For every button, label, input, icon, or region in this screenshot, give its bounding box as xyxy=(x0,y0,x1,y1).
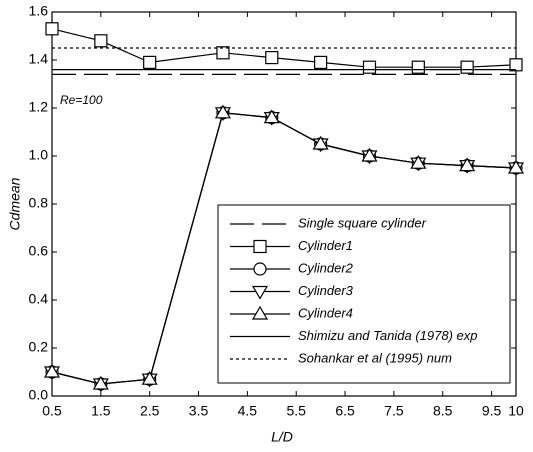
legend-label: Cylinder3 xyxy=(298,283,354,298)
marker xyxy=(509,58,523,72)
marker xyxy=(253,262,267,276)
x-axis-label: L/D xyxy=(271,429,293,445)
legend-label: Sohankar et al (1995) num xyxy=(298,350,452,365)
marker xyxy=(263,109,280,124)
marker xyxy=(251,305,269,320)
marker xyxy=(43,363,61,378)
x-tick-label: 3.5 xyxy=(189,403,209,419)
x-tick-label: 10 xyxy=(508,403,524,419)
marker xyxy=(94,34,108,48)
x-tick-label: 5.5 xyxy=(286,403,306,419)
marker xyxy=(143,55,157,70)
legend-label: Shimizu and Tanida (1978) exp xyxy=(298,328,477,343)
marker xyxy=(141,371,158,385)
y-tick-label: 1.4 xyxy=(29,51,49,67)
marker xyxy=(314,55,328,70)
series-line xyxy=(51,28,517,68)
marker xyxy=(312,135,329,150)
legend-label: Single square cylinder xyxy=(298,215,427,230)
legend-box xyxy=(217,204,511,384)
marker xyxy=(214,104,231,119)
annotation: Re=100 xyxy=(60,93,103,107)
marker xyxy=(362,60,377,74)
y-tick-label: 0.8 xyxy=(29,195,49,211)
marker xyxy=(45,22,59,36)
legend-label: Cylinder2 xyxy=(298,260,354,275)
y-tick-label: 1.0 xyxy=(29,147,49,163)
marker xyxy=(92,375,109,390)
legend-label: Cylinder1 xyxy=(298,238,353,253)
y-tick-label: 0.2 xyxy=(29,339,49,355)
x-tick-label: 2.5 xyxy=(140,403,160,419)
marker xyxy=(361,147,378,162)
y-tick-label: 1.6 xyxy=(29,3,49,19)
x-tick-label: 8.5 xyxy=(433,403,453,419)
marker xyxy=(253,239,267,254)
x-tick-label: 6.5 xyxy=(335,403,355,419)
marker xyxy=(507,159,525,174)
x-tick-label: 4.5 xyxy=(238,403,258,419)
x-tick-label: 0.5 xyxy=(42,403,62,419)
marker xyxy=(410,155,427,169)
x-tick-label: 9.5 xyxy=(482,403,502,419)
y-axis-label: Cdmean xyxy=(7,177,23,230)
marker xyxy=(251,285,269,300)
y-tick-label: 0.0 xyxy=(29,387,49,403)
marker xyxy=(216,46,230,60)
y-tick-label: 1.2 xyxy=(29,99,49,115)
y-tick-label: 0.4 xyxy=(29,291,49,307)
marker xyxy=(460,60,474,74)
x-tick-label: 1.5 xyxy=(91,403,111,419)
legend-label: Cylinder4 xyxy=(298,305,353,320)
marker xyxy=(411,60,425,74)
y-tick-label: 0.6 xyxy=(29,243,49,259)
x-tick-label: 7.5 xyxy=(384,403,404,419)
marker xyxy=(459,157,476,172)
series-line xyxy=(51,112,517,385)
marker xyxy=(265,50,279,65)
